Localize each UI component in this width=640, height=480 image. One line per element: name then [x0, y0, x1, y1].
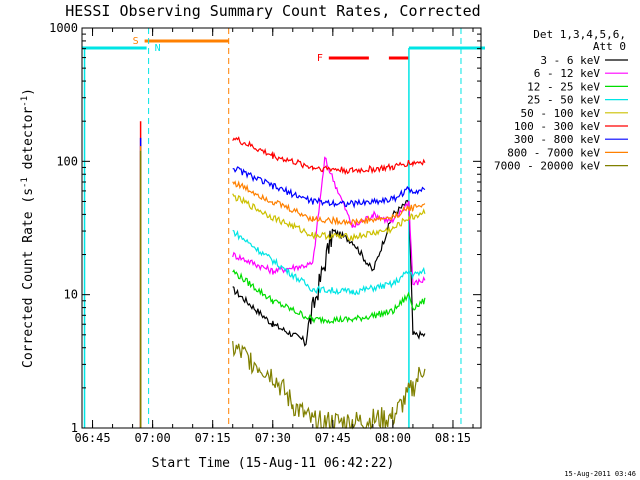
legend-label-2: 6 - 12 keV: [534, 67, 601, 80]
legend-label-9: 7000 - 20000 keV: [494, 160, 600, 173]
x-tick-label-7: 08:15: [435, 431, 471, 445]
series-line-7: [232, 166, 426, 209]
x-tick-label-4: 07:30: [255, 431, 291, 445]
y-tick-label-1: 1: [71, 421, 78, 435]
series-line-1: [232, 199, 426, 347]
plot-area: S N F: [82, 28, 485, 430]
plot-frame: [81, 27, 482, 429]
series-line-6: [232, 136, 426, 176]
y-axis-label: Corrected Count Rate (s-1 detector-1): [20, 88, 36, 368]
series-line-2: [232, 156, 426, 286]
series-line-5: [232, 193, 426, 242]
x-tick-label-2: 07:00: [135, 431, 171, 445]
y-axis-label-part-3: ): [21, 88, 36, 96]
legend-label-6: 100 - 300 keV: [514, 120, 600, 133]
y-axis-label-part-2: detector: [21, 107, 36, 178]
legend-label-1: 3 - 6 keV: [540, 54, 600, 67]
y-tick-label-2: 10: [64, 288, 78, 302]
series-line-3: [232, 269, 426, 325]
chart-title: HESSI Observing Summary Count Rates, Cor…: [65, 2, 480, 20]
legend-label-3: 12 - 25 keV: [527, 80, 600, 93]
saa-label: S: [133, 36, 139, 47]
legend-label-8: 800 - 7000 keV: [507, 146, 600, 159]
x-axis-label: Start Time (15-Aug-11 06:42:22): [152, 456, 395, 471]
night-label: N: [155, 43, 161, 54]
legend-title-line-2: Att 0: [593, 40, 626, 53]
series-line-9: [232, 341, 426, 430]
legend-title-line-1: Det 1,3,4,5,6,: [533, 28, 626, 41]
x-tick-label-3: 07:15: [195, 431, 231, 445]
x-tick-label-1: 06:45: [74, 431, 110, 445]
legend-label-4: 25 - 50 keV: [527, 94, 600, 107]
footer-timestamp: 15-Aug-2011 03:46: [564, 470, 636, 478]
flare-label: F: [317, 53, 323, 64]
series-line-8: [232, 180, 426, 227]
y-axis-label-sup-2: -1: [20, 96, 30, 107]
y-tick-label-3: 100: [56, 154, 78, 168]
x-tick-label-5: 07:45: [315, 431, 351, 445]
y-axis-label-sup-1: -1: [20, 177, 30, 188]
y-tick-label-4: 1000: [49, 21, 78, 35]
y-axis-label-part-1: Corrected Count Rate (s: [21, 188, 36, 368]
series-line-4: [232, 229, 426, 296]
x-tick-label-6: 08:00: [375, 431, 411, 445]
axes: 1 10 100 1000 06:45 07:00 07:15 07:30 07:45 08:00…: [49, 21, 482, 445]
legend-label-5: 50 - 100 keV: [521, 107, 601, 120]
legend-label-7: 300 - 800 keV: [514, 133, 600, 146]
